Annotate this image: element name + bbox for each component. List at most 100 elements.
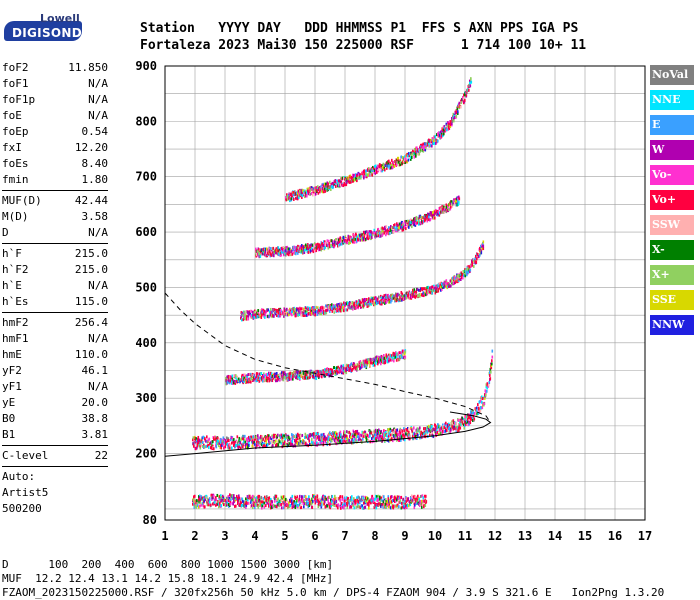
echo-point: [365, 237, 367, 241]
echo-point: [270, 371, 272, 375]
echo-point: [327, 440, 329, 444]
echo-point: [233, 494, 235, 498]
echo-point: [394, 223, 396, 227]
param-value: 11.850: [68, 61, 108, 74]
echo-point: [400, 355, 402, 359]
echo-point: [415, 290, 418, 294]
echo-point: [378, 355, 380, 359]
echo-point: [349, 368, 352, 372]
echo-point: [375, 361, 377, 365]
echo-point: [414, 220, 416, 224]
echo-point: [218, 505, 220, 509]
echo-point: [373, 228, 376, 232]
echo-point: [287, 247, 290, 251]
echo-point: [334, 308, 336, 312]
echo-point: [357, 306, 360, 310]
echo-point: [257, 249, 259, 253]
echo-point: [390, 166, 392, 170]
echo-point: [429, 429, 432, 433]
echo-point: [216, 439, 219, 443]
echo-point: [320, 248, 323, 252]
echo-point: [423, 147, 425, 151]
echo-point: [194, 494, 196, 498]
echo-point: [225, 382, 228, 386]
echo-point: [225, 503, 227, 507]
echo-point: [236, 494, 238, 498]
echo-point: [220, 444, 222, 448]
echo-point: [410, 156, 412, 160]
echo-point: [279, 503, 282, 507]
echo-point: [364, 171, 366, 175]
echo-point: [395, 292, 397, 296]
echo-point: [400, 351, 403, 355]
param-value: 115.0: [74, 295, 108, 308]
echo-point: [404, 225, 406, 229]
echo-point: [463, 272, 466, 276]
echo-point: [457, 111, 459, 115]
echo-point: [321, 244, 324, 248]
echo-point: [390, 229, 393, 233]
echo-point: [489, 373, 491, 377]
echo-point: [268, 371, 270, 375]
echo-point: [302, 314, 305, 318]
echo-point: [344, 235, 347, 239]
echo-point: [392, 226, 395, 230]
echo-point: [356, 429, 359, 433]
echo-point: [279, 440, 281, 444]
echo-point: [224, 445, 227, 449]
echo-point: [448, 424, 451, 428]
echo-point: [422, 287, 425, 291]
echo-point: [355, 438, 357, 442]
echo-point: [381, 435, 384, 439]
echo-point: [418, 152, 421, 156]
echo-point: [378, 428, 380, 432]
echo-point: [254, 502, 257, 506]
param-key: MUF(D): [2, 194, 42, 207]
echo-point: [231, 446, 233, 450]
echo-point: [310, 443, 313, 447]
echo-point: [291, 443, 294, 447]
echo-point: [382, 167, 384, 171]
echo-point: [282, 495, 284, 499]
echo-point: [244, 502, 247, 506]
echo-point: [243, 380, 245, 384]
echo-point: [425, 144, 428, 148]
autoscaling-info: Auto: Artist5 500200: [2, 469, 108, 517]
echo-point: [303, 494, 306, 498]
echo-point: [360, 174, 363, 178]
echo-point: [383, 429, 386, 433]
echo-point: [340, 240, 343, 244]
echo-point: [392, 231, 395, 235]
echo-point: [375, 167, 378, 171]
echo-point: [247, 310, 249, 314]
echo-point: [366, 173, 369, 177]
echo-point: [238, 377, 240, 381]
echo-point: [267, 376, 270, 380]
echo-point: [317, 191, 320, 195]
echo-point: [309, 192, 312, 196]
echo-point: [377, 232, 379, 236]
echo-point: [332, 185, 335, 189]
echo-point: [311, 311, 313, 315]
echo-point: [283, 498, 286, 502]
echo-point: [423, 219, 425, 223]
echo-point: [426, 214, 429, 218]
echo-point: [441, 205, 444, 209]
echo-point: [281, 377, 284, 381]
echo-point: [231, 380, 233, 384]
echo-point: [329, 180, 331, 184]
echo-point: [228, 496, 231, 500]
echo-point: [255, 251, 258, 255]
echo-point: [388, 434, 390, 438]
echo-point: [388, 432, 391, 436]
echo-point: [414, 147, 416, 151]
echo-point: [309, 248, 311, 252]
echo-point: [198, 495, 200, 499]
echo-point: [488, 383, 490, 387]
echo-point: [317, 242, 319, 246]
echo-point: [269, 377, 271, 381]
echo-point: [326, 308, 328, 312]
echo-point: [305, 441, 307, 445]
echo-point: [491, 349, 494, 353]
